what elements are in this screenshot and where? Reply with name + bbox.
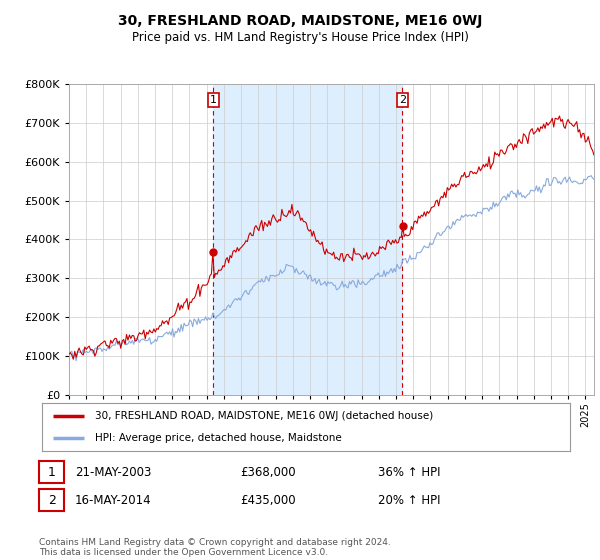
Text: 1: 1	[47, 465, 56, 479]
Text: Contains HM Land Registry data © Crown copyright and database right 2024.
This d: Contains HM Land Registry data © Crown c…	[39, 538, 391, 557]
Text: 1: 1	[210, 95, 217, 105]
Text: 20% ↑ HPI: 20% ↑ HPI	[378, 493, 440, 507]
Text: Price paid vs. HM Land Registry's House Price Index (HPI): Price paid vs. HM Land Registry's House …	[131, 31, 469, 44]
Text: HPI: Average price, detached house, Maidstone: HPI: Average price, detached house, Maid…	[95, 433, 341, 443]
Text: 30, FRESHLAND ROAD, MAIDSTONE, ME16 0WJ (detached house): 30, FRESHLAND ROAD, MAIDSTONE, ME16 0WJ …	[95, 411, 433, 421]
Text: 2: 2	[399, 95, 406, 105]
Text: £435,000: £435,000	[240, 493, 296, 507]
Text: 16-MAY-2014: 16-MAY-2014	[75, 493, 152, 507]
Text: £368,000: £368,000	[240, 465, 296, 479]
Text: 21-MAY-2003: 21-MAY-2003	[75, 465, 151, 479]
Text: 30, FRESHLAND ROAD, MAIDSTONE, ME16 0WJ: 30, FRESHLAND ROAD, MAIDSTONE, ME16 0WJ	[118, 14, 482, 28]
Bar	[213, 84, 403, 395]
Text: 36% ↑ HPI: 36% ↑ HPI	[378, 465, 440, 479]
Text: 2: 2	[47, 493, 56, 507]
